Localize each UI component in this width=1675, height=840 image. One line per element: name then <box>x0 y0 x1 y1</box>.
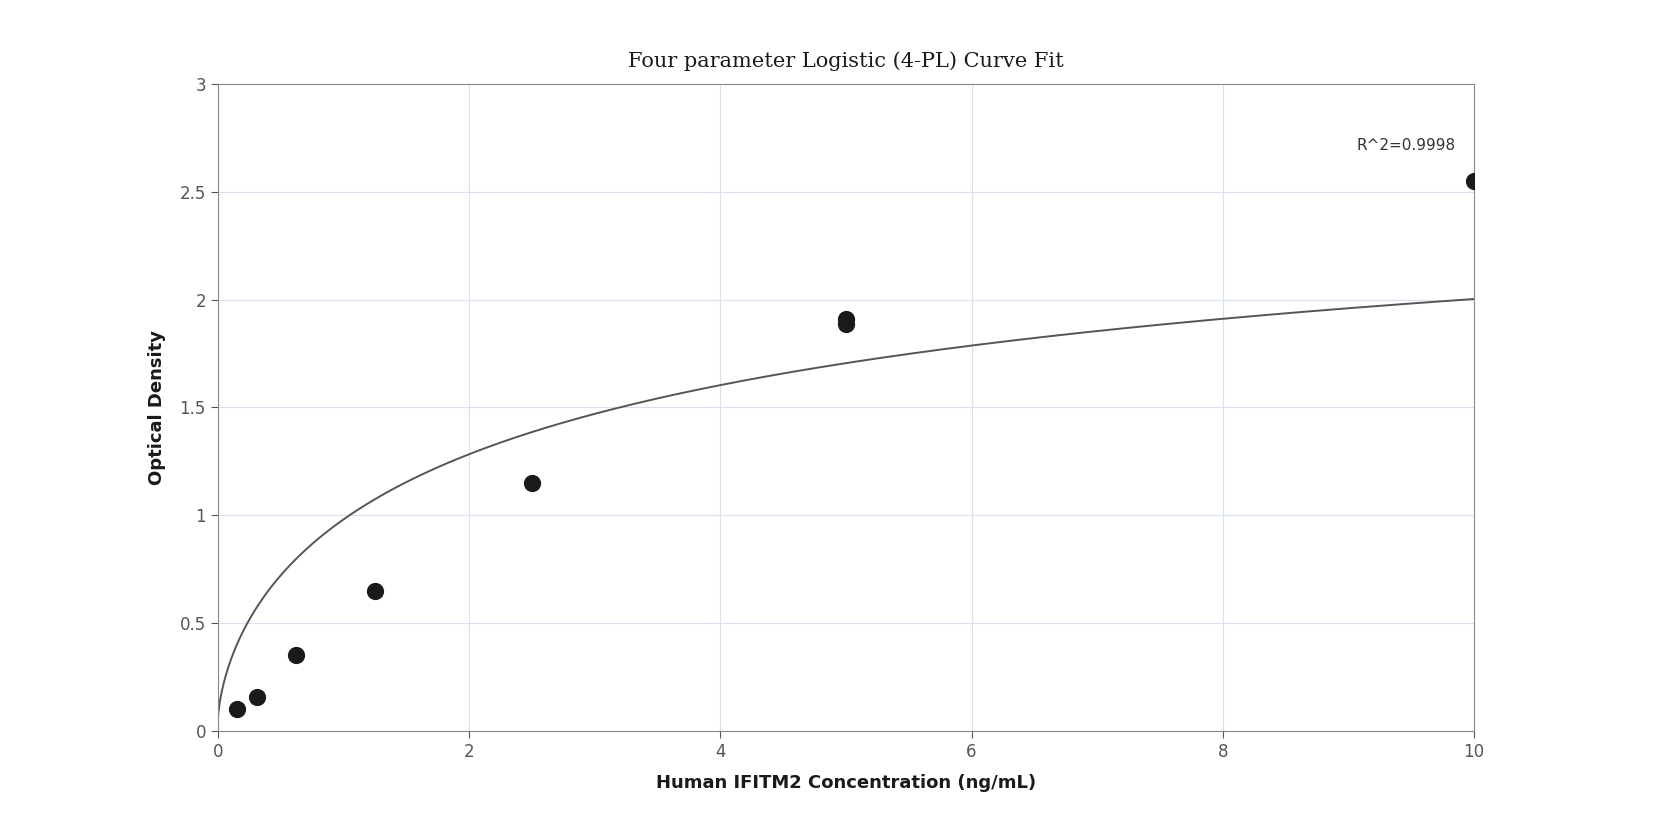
Point <box>832 312 859 326</box>
Point <box>362 585 389 598</box>
Point <box>243 690 270 704</box>
Point <box>832 318 859 331</box>
Title: Four parameter Logistic (4-PL) Curve Fit: Four parameter Logistic (4-PL) Curve Fit <box>628 52 1064 71</box>
Point <box>283 648 310 662</box>
Point <box>519 476 546 490</box>
Point <box>1461 175 1487 188</box>
Text: R^2=0.9998: R^2=0.9998 <box>1357 138 1456 153</box>
X-axis label: Human IFITM2 Concentration (ng/mL): Human IFITM2 Concentration (ng/mL) <box>657 774 1035 792</box>
Y-axis label: Optical Density: Optical Density <box>147 330 166 485</box>
Point <box>224 703 251 717</box>
